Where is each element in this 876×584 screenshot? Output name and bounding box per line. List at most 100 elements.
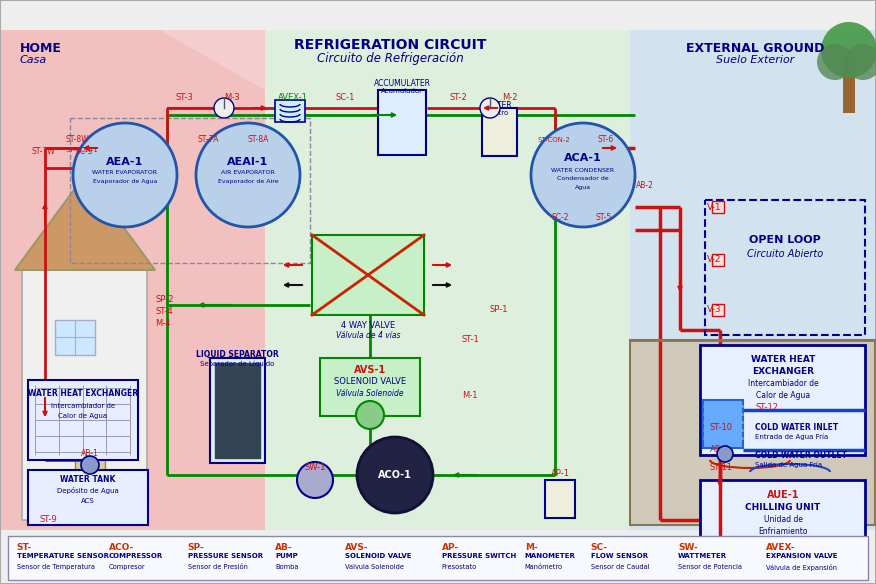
Text: ST-7W: ST-7W [32, 148, 56, 157]
Bar [712, 254, 724, 266]
Circle shape [73, 123, 177, 227]
Text: EXCHANGER: EXCHANGER [752, 367, 814, 377]
Text: V-1: V-1 [707, 203, 722, 211]
Polygon shape [0, 30, 265, 90]
Text: Sensor de Temperatura: Sensor de Temperatura [17, 564, 95, 570]
Text: WATER HEAT EXCHANGER: WATER HEAT EXCHANGER [28, 388, 138, 398]
Text: TEMPERATURE SENSOR: TEMPERATURE SENSOR [17, 553, 109, 559]
Text: ST-6: ST-6 [597, 135, 613, 144]
Circle shape [214, 98, 234, 118]
Bar [545, 480, 575, 518]
Text: Condensador de: Condensador de [557, 176, 609, 182]
Text: SW-: SW- [678, 543, 698, 552]
Text: Sensor de Potencia: Sensor de Potencia [678, 564, 742, 570]
Text: AEA-1: AEA-1 [106, 157, 144, 167]
Text: Presostato: Presostato [442, 564, 477, 570]
Circle shape [480, 98, 500, 118]
Text: Casa: Casa [20, 55, 47, 65]
Bar [482, 108, 517, 156]
Text: ST-1: ST-1 [462, 335, 480, 345]
Bar [320, 358, 420, 416]
Text: WATER TANK: WATER TANK [60, 475, 116, 485]
Bar [378, 90, 426, 155]
Text: ST-10: ST-10 [710, 422, 733, 432]
Text: ST-3: ST-3 [175, 92, 193, 102]
Text: Calor de Agua: Calor de Agua [59, 413, 108, 419]
Text: Calor de Agua: Calor de Agua [756, 391, 810, 399]
Text: Unidad de: Unidad de [764, 516, 802, 524]
Circle shape [817, 44, 853, 80]
Text: FLOW SENSOR: FLOW SENSOR [590, 553, 647, 559]
Text: SOLENOID VALVE: SOLENOID VALVE [334, 377, 406, 387]
Bar [712, 201, 724, 213]
Text: AIR EVAPORATOR: AIR EVAPORATOR [221, 171, 275, 176]
Text: AVEX-1: AVEX-1 [278, 92, 307, 102]
Text: WATTMETER: WATTMETER [678, 553, 727, 559]
Text: Agua: Agua [575, 186, 591, 190]
Circle shape [357, 437, 433, 513]
Text: MANOMETER: MANOMETER [525, 553, 576, 559]
Bar [843, 58, 855, 113]
Text: OPEN LOOP: OPEN LOOP [749, 235, 821, 245]
Text: HOME: HOME [20, 42, 62, 55]
Text: PRESSURE SENSOR: PRESSURE SENSOR [187, 553, 263, 559]
Text: WATER HEAT: WATER HEAT [751, 356, 816, 364]
Text: AVEX-: AVEX- [766, 543, 795, 552]
Text: SW-1: SW-1 [304, 464, 326, 472]
Text: Compresor: Compresor [109, 564, 145, 570]
Text: SC-: SC- [590, 543, 608, 552]
Text: ST-11: ST-11 [710, 463, 733, 471]
Text: Válvula de Expansión: Válvula de Expansión [766, 564, 837, 571]
Circle shape [81, 456, 99, 474]
Bar [28, 470, 148, 525]
Polygon shape [265, 30, 630, 530]
Text: AP-: AP- [442, 543, 459, 552]
Text: AVS-1: AVS-1 [354, 365, 386, 375]
Text: Salida de Agua Fría: Salida de Agua Fría [755, 462, 822, 468]
Bar [55, 320, 95, 355]
Bar [703, 400, 743, 448]
Text: LIQUID SEPARATOR: LIQUID SEPARATOR [195, 350, 279, 360]
Text: Valvula Solenoide: Valvula Solenoide [345, 564, 404, 570]
Text: SC-2: SC-2 [551, 214, 569, 223]
Text: ST-CON-2: ST-CON-2 [537, 137, 569, 143]
Text: Circuito de Refrigeración: Circuito de Refrigeración [316, 52, 463, 65]
Text: Entrada de Agua Fría: Entrada de Agua Fría [755, 434, 828, 440]
Text: Evaporador de Aire: Evaporador de Aire [218, 179, 279, 185]
Bar [705, 200, 865, 335]
Text: ST-8A: ST-8A [247, 135, 268, 144]
Bar [8, 536, 868, 580]
Text: Circuito Abierto: Circuito Abierto [747, 249, 823, 259]
Text: PRESSURE SWITCH: PRESSURE SWITCH [442, 553, 516, 559]
Text: ST-12: ST-12 [755, 404, 778, 412]
Circle shape [196, 123, 300, 227]
Text: ACA-1: ACA-1 [564, 153, 602, 163]
Text: REFRIGERATION CIRCUIT: REFRIGERATION CIRCUIT [293, 38, 486, 52]
Text: WATER EVAPORATOR: WATER EVAPORATOR [93, 171, 158, 176]
Text: FILTER: FILTER [488, 100, 512, 110]
Text: ACO-: ACO- [109, 543, 134, 552]
Text: Evaporador de Agua: Evaporador de Agua [93, 179, 157, 185]
Bar [700, 480, 865, 548]
Text: M-: M- [525, 543, 538, 552]
Text: AB-: AB- [275, 543, 293, 552]
Circle shape [717, 446, 733, 462]
Circle shape [531, 123, 635, 227]
Polygon shape [630, 30, 876, 530]
Text: AVS-: AVS- [345, 543, 369, 552]
Bar [312, 235, 424, 315]
Bar [630, 340, 875, 525]
Circle shape [297, 462, 333, 498]
Text: M-1: M-1 [462, 391, 477, 399]
Text: AEAI-1: AEAI-1 [228, 157, 269, 167]
Text: M-2: M-2 [502, 92, 518, 102]
Circle shape [845, 44, 876, 80]
Text: SC-1: SC-1 [335, 92, 355, 102]
Circle shape [821, 22, 876, 78]
Text: COMPRESSOR: COMPRESSOR [109, 553, 163, 559]
Text: AB-1: AB-1 [81, 449, 99, 457]
Polygon shape [15, 175, 155, 270]
Text: Manómetro: Manómetro [525, 564, 563, 570]
Text: V-3: V-3 [707, 305, 722, 315]
Bar [215, 363, 260, 458]
